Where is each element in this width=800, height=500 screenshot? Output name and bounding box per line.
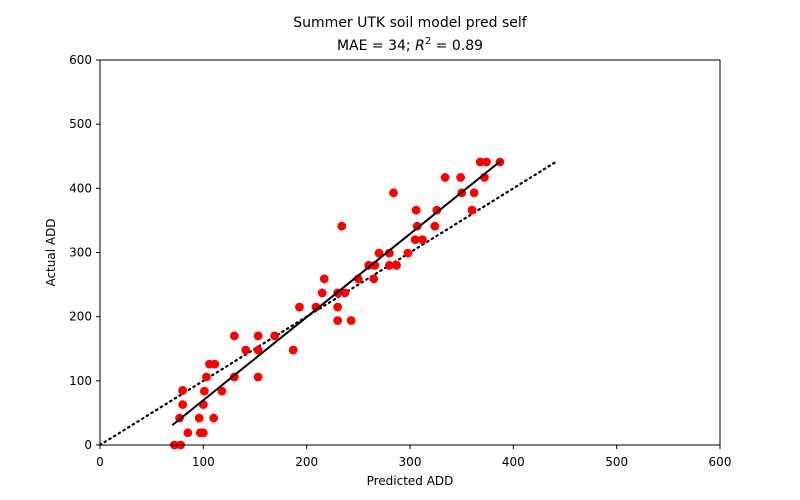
chart-title-line2: MAE = 34; R2 = 0.89 bbox=[337, 36, 483, 54]
y-axis-ticks: 0 100 200 300 400 500 600 bbox=[69, 53, 100, 452]
data-point bbox=[412, 221, 422, 231]
data-point bbox=[384, 248, 394, 258]
x-tick-label: 500 bbox=[605, 455, 628, 469]
data-point bbox=[333, 316, 343, 325]
data-point bbox=[241, 345, 251, 355]
y-tick-label: 600 bbox=[69, 53, 92, 67]
data-point bbox=[198, 428, 208, 438]
data-point bbox=[432, 205, 442, 215]
data-point bbox=[288, 345, 298, 355]
data-point bbox=[295, 302, 304, 312]
data-point bbox=[337, 221, 347, 231]
data-point bbox=[403, 248, 413, 258]
data-point bbox=[340, 288, 350, 298]
data-point bbox=[319, 274, 329, 284]
x-tick-label: 100 bbox=[192, 455, 215, 469]
x-axis-ticks: 0 100 200 300 400 500 600 bbox=[96, 445, 731, 469]
data-point bbox=[389, 188, 398, 198]
data-point bbox=[467, 205, 477, 215]
data-point bbox=[199, 386, 209, 396]
data-point bbox=[333, 302, 343, 312]
data-point bbox=[418, 235, 427, 245]
x-tick-label: 200 bbox=[295, 455, 318, 469]
y-tick-label: 100 bbox=[69, 374, 92, 388]
y-tick-label: 0 bbox=[84, 438, 92, 452]
data-point bbox=[384, 260, 394, 270]
data-point bbox=[311, 302, 321, 312]
title-r: R bbox=[415, 38, 425, 54]
data-point bbox=[430, 221, 440, 231]
data-point bbox=[270, 331, 280, 341]
title-r-value: = 0.89 bbox=[431, 38, 483, 54]
data-point bbox=[392, 260, 401, 270]
data-point bbox=[411, 205, 421, 215]
identity-line bbox=[98, 161, 556, 447]
data-point bbox=[440, 173, 450, 182]
data-point bbox=[183, 428, 193, 438]
data-point bbox=[229, 331, 239, 341]
chart-title-line1: Summer UTK soil model pred self bbox=[293, 15, 527, 31]
y-axis-label: Actual ADD bbox=[44, 218, 58, 286]
data-point bbox=[178, 400, 188, 409]
data-point bbox=[209, 413, 219, 423]
data-point bbox=[410, 235, 420, 245]
data-point bbox=[202, 372, 211, 382]
y-tick-label: 400 bbox=[69, 181, 92, 195]
data-point bbox=[253, 345, 263, 355]
data-point bbox=[475, 157, 485, 167]
data-point bbox=[369, 274, 379, 284]
plot-area bbox=[98, 157, 556, 450]
data-point bbox=[229, 372, 239, 382]
data-point bbox=[364, 260, 374, 270]
fit-line bbox=[171, 159, 502, 426]
x-tick-label: 400 bbox=[502, 455, 525, 469]
x-tick-label: 600 bbox=[709, 455, 732, 469]
data-point bbox=[210, 359, 220, 369]
data-point bbox=[482, 157, 491, 167]
title-mae: MAE = 34; bbox=[337, 38, 415, 54]
data-point bbox=[469, 188, 479, 198]
y-tick-label: 200 bbox=[69, 310, 92, 324]
data-point bbox=[346, 316, 356, 325]
y-tick-label: 500 bbox=[69, 117, 92, 131]
data-point bbox=[178, 386, 188, 395]
data-point bbox=[217, 386, 227, 396]
data-point bbox=[253, 372, 263, 382]
data-point bbox=[456, 173, 466, 182]
title-r-sup: 2 bbox=[425, 36, 431, 47]
x-axis-label: Predicted ADD bbox=[367, 474, 454, 488]
data-point bbox=[317, 288, 327, 298]
x-tick-label: 300 bbox=[399, 455, 422, 469]
x-tick-label: 0 bbox=[96, 455, 104, 469]
data-point bbox=[253, 331, 263, 341]
data-point bbox=[374, 248, 384, 258]
y-tick-label: 300 bbox=[69, 246, 92, 260]
data-point bbox=[194, 413, 204, 423]
